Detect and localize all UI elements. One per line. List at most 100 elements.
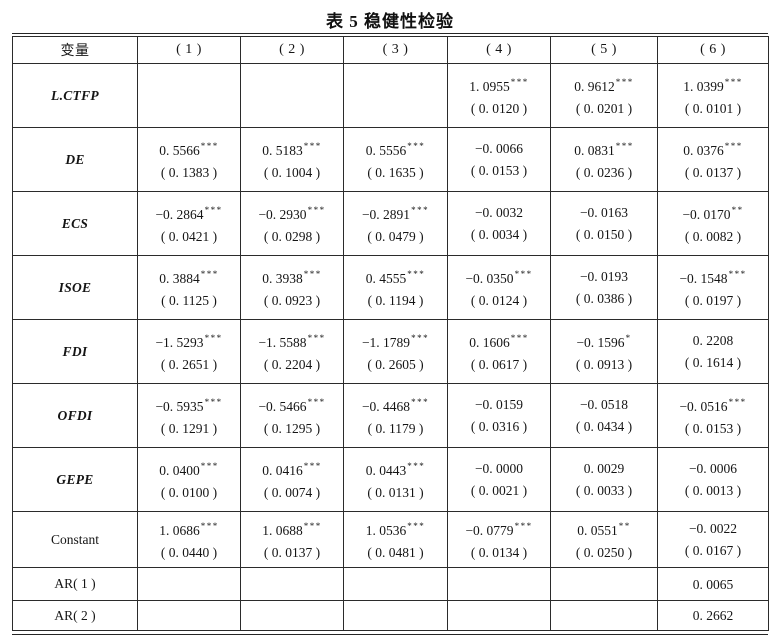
value-cell: −0. 1548*** ( 0. 0197 ): [657, 255, 769, 320]
significance-stars: ***: [303, 269, 322, 279]
coefficient: 0. 5556***: [346, 138, 445, 159]
coefficient-value: −0. 2864: [155, 207, 204, 222]
significance-stars: ***: [303, 461, 322, 471]
coefficient-value: 0. 9612: [574, 79, 615, 94]
value-cell: [550, 600, 658, 631]
value-cell: [137, 567, 241, 601]
table-row: AR( 2 ) 0. 2662: [12, 600, 769, 631]
significance-stars: ***: [200, 269, 219, 279]
value-cell: 1. 0399*** ( 0. 0101 ): [657, 63, 769, 128]
standard-error: ( 0. 0033 ): [575, 483, 633, 498]
coefficient-value: 0. 2662: [692, 608, 734, 623]
column-header-6: ( 6 ): [657, 36, 769, 64]
value-cell: [240, 63, 344, 128]
standard-error: ( 0. 0250 ): [575, 545, 633, 560]
table-row: GEPE 0. 0400***( 0. 0100 ) 0. 0416***( 0. …: [12, 447, 769, 512]
significance-stars: ***: [728, 397, 747, 407]
standard-error: ( 0. 0481 ): [367, 545, 424, 560]
standard-error: ( 0. 0298 ): [263, 229, 321, 244]
coefficient-value: 0. 0831: [574, 143, 615, 158]
value-cell: −0. 0159 ( 0. 0316 ): [447, 383, 551, 448]
standard-error: ( 0. 1194 ): [367, 293, 424, 308]
coefficient: 1. 0955***: [450, 74, 548, 95]
value-cell: 0. 3884*** ( 0. 1125 ): [137, 255, 241, 320]
significance-stars: ***: [200, 141, 219, 151]
value-cell: 1. 0688*** ( 0. 0137 ): [240, 511, 344, 568]
value-cell: 0. 0831*** ( 0. 0236 ): [550, 127, 658, 192]
coefficient-value: 0. 4555: [365, 271, 407, 286]
table-row: ISOE 0. 3884***( 0. 1125 ) 0. 3938***( 0. …: [12, 255, 769, 320]
value-cell: −0. 0032 ( 0. 0034 ): [447, 191, 551, 256]
significance-stars: ***: [204, 333, 223, 343]
standard-error: ( 0. 2204 ): [263, 357, 321, 372]
row-label: AR( 2 ): [12, 600, 138, 631]
standard-error: ( 0. 0120 ): [470, 101, 528, 116]
standard-error: ( 0. 0923 ): [263, 293, 321, 308]
coefficient-value: −0. 1548: [679, 271, 728, 286]
coefficient: 0. 4555***: [346, 266, 445, 287]
standard-error: ( 0. 0479 ): [367, 229, 424, 244]
table-row: Constant 1. 0686***( 0. 0440 ) 1. 0688***(…: [12, 511, 769, 568]
column-header-4: ( 4 ): [447, 36, 551, 64]
significance-stars: ***: [728, 269, 747, 279]
table-outer-border: 变量( 1 )( 2 )( 3 )( 4 )( 5 )( 6 ) L.CTFP 1…: [12, 33, 769, 635]
value-cell: −0. 5935*** ( 0. 1291 ): [137, 383, 241, 448]
value-cell: [137, 63, 241, 128]
standard-error: ( 0. 0153 ): [470, 163, 528, 178]
value-cell: 0. 0065: [657, 567, 769, 601]
value-cell: 0. 0443*** ( 0. 0131 ): [343, 447, 448, 512]
coefficient: −0. 0163: [553, 204, 655, 221]
significance-stars: ***: [615, 77, 634, 87]
coefficient: 0. 1606***: [450, 330, 548, 351]
row-label: ISOE: [12, 255, 138, 320]
coefficient: −0. 2930***: [243, 202, 341, 223]
significance-stars: ***: [303, 521, 322, 531]
significance-stars: ***: [407, 141, 426, 151]
value-cell: −0. 0163 ( 0. 0150 ): [550, 191, 658, 256]
value-cell: 0. 0376*** ( 0. 0137 ): [657, 127, 769, 192]
value-cell: 0. 5183*** ( 0. 1004 ): [240, 127, 344, 192]
significance-stars: ***: [510, 333, 529, 343]
coefficient: −0. 0066: [450, 140, 548, 157]
standard-error: ( 0. 1383 ): [160, 165, 218, 180]
value-cell: −1. 1789*** ( 0. 2605 ): [343, 319, 448, 384]
coefficient: −0. 5466***: [243, 394, 341, 415]
coefficient-value: −0. 5935: [155, 399, 204, 414]
coefficient-value: 0. 0376: [683, 143, 724, 158]
significance-stars: ***: [204, 397, 223, 407]
value-cell: [447, 567, 551, 601]
value-cell: −0. 0170** ( 0. 0082 ): [657, 191, 769, 256]
coefficient-value: 1. 0686: [159, 523, 200, 538]
standard-error: ( 0. 0100 ): [160, 485, 218, 500]
standard-error: ( 0. 2651 ): [160, 357, 218, 372]
coefficient: −0. 5935***: [140, 394, 238, 415]
standard-error: ( 0. 1125 ): [161, 293, 217, 308]
standard-error: ( 0. 0434 ): [575, 419, 633, 434]
standard-error: ( 0. 0134 ): [470, 545, 528, 560]
coefficient: −0. 0518: [553, 396, 655, 413]
coefficient-value: 0. 0029: [583, 461, 625, 476]
standard-error: ( 0. 0137 ): [263, 545, 321, 560]
standard-error: ( 0. 0316 ): [470, 419, 528, 434]
significance-stars: ***: [407, 461, 426, 471]
standard-error: ( 0. 0440 ): [160, 545, 218, 560]
value-cell: 0. 2208 ( 0. 1614 ): [657, 319, 769, 384]
standard-error: ( 0. 0617 ): [470, 357, 528, 372]
significance-stars: ***: [724, 141, 743, 151]
value-cell: [137, 600, 241, 631]
significance-stars: ***: [307, 205, 326, 215]
significance-stars: ***: [510, 77, 529, 87]
significance-stars: ***: [307, 333, 326, 343]
coefficient-value: 1. 0399: [683, 79, 724, 94]
coefficient-value: 0. 3938: [262, 271, 303, 286]
value-cell: −0. 0350*** ( 0. 0124 ): [447, 255, 551, 320]
value-cell: 1. 0955*** ( 0. 0120 ): [447, 63, 551, 128]
coefficient-value: 0. 5183: [262, 143, 303, 158]
significance-stars: ***: [407, 521, 426, 531]
coefficient-value: 1. 0688: [262, 523, 303, 538]
significance-stars: ***: [615, 141, 634, 151]
coefficient-value: 0. 5566: [159, 143, 200, 158]
coefficient-value: −0. 0032: [474, 205, 524, 220]
coefficient: 0. 3884***: [140, 266, 238, 287]
